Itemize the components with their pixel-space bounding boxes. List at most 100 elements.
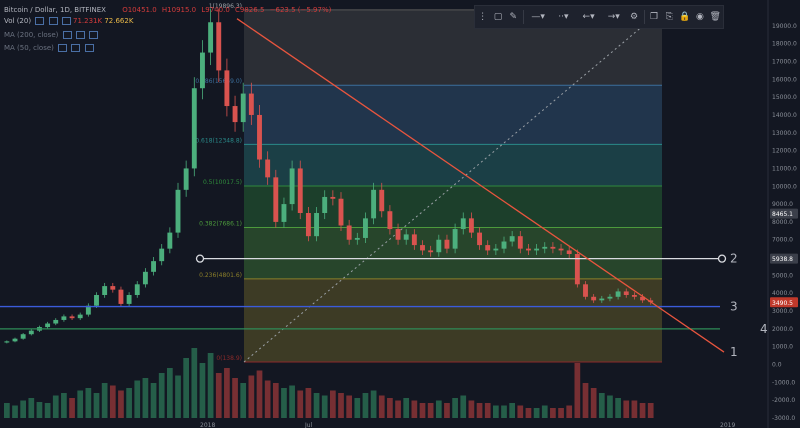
trash-icon[interactable]: 🗑 (709, 12, 721, 22)
volume-bar (484, 403, 491, 418)
candle-body (85, 305, 91, 315)
volume-bar (493, 405, 499, 418)
line-style-icon[interactable]: —▾ (531, 12, 545, 22)
candle-body (45, 323, 51, 328)
settings-icon[interactable] (71, 44, 81, 52)
volume-bar (28, 398, 35, 418)
close-icon[interactable] (84, 44, 94, 52)
settings-icon[interactable] (48, 17, 58, 25)
volume-label[interactable]: Vol (20) (4, 17, 32, 25)
volume-bar (501, 405, 507, 418)
volume-legend: Vol (20) 71.231K 72.662K (4, 17, 133, 25)
candle-body (444, 239, 450, 249)
volume-value-b: 72.662K (104, 17, 134, 25)
y-tick-label: 12000.0 (772, 148, 797, 155)
candle-body (159, 248, 165, 262)
candle-body (281, 204, 287, 222)
ma200-label[interactable]: MA (200, close) (4, 31, 59, 39)
volume-bar (232, 378, 238, 418)
eye-icon[interactable]: ◉ (695, 12, 704, 22)
candle-body (200, 52, 205, 89)
candle-body (534, 248, 540, 251)
volume-bar (12, 405, 18, 418)
candle-body (305, 213, 311, 237)
lock-icon[interactable]: 🔒 (678, 12, 691, 22)
candle-body (623, 291, 629, 295)
close-icon[interactable] (89, 31, 99, 39)
candle-body (566, 250, 572, 254)
candle-body (363, 218, 368, 238)
candle-body (501, 241, 507, 249)
arrow-right-icon[interactable]: →▾ (607, 12, 620, 22)
volume-bar (615, 398, 621, 418)
candle-body (273, 177, 279, 222)
candle-body (257, 114, 262, 160)
layers-icon[interactable]: ❐ (649, 12, 659, 22)
x-tick-label: 2019 (720, 422, 735, 428)
candle-body (574, 254, 580, 285)
volume-bar (36, 402, 43, 418)
candle-body (346, 225, 352, 240)
candle-body (477, 232, 482, 246)
copy-icon[interactable]: ⎘ (665, 12, 673, 22)
volume-bar (354, 398, 361, 418)
candle-body (191, 88, 197, 169)
y-tick-label: -1000.0 (772, 379, 795, 386)
y-tick-label: 19000.0 (772, 23, 797, 30)
candle-body (232, 106, 238, 123)
eye-icon[interactable] (58, 44, 68, 52)
rect-icon[interactable]: ▢ (493, 12, 503, 22)
volume-bar (509, 403, 516, 418)
volume-bar (411, 400, 418, 418)
volume-bar (338, 393, 344, 418)
volume-bar (158, 373, 165, 418)
price-badge-label: 8465.1 (772, 211, 793, 218)
volume-bar (93, 393, 100, 418)
volume-bar (525, 408, 532, 418)
volume-bar (101, 383, 108, 418)
volume-bar (639, 403, 646, 418)
candle-body (183, 168, 189, 190)
candle-body (224, 70, 230, 107)
candle-body (53, 319, 59, 324)
candle-body (77, 314, 83, 319)
eye-icon[interactable] (35, 17, 45, 25)
volume-bar (167, 368, 173, 418)
fib-zone (244, 278, 662, 363)
y-tick-label: 4000.0 (772, 290, 793, 297)
y-tick-label: 8000.0 (772, 219, 793, 226)
ma50-label[interactable]: MA (50, close) (4, 44, 54, 52)
volume-bar (517, 405, 524, 418)
price-badge (770, 208, 798, 219)
eye-icon[interactable] (62, 31, 72, 39)
line-style-2-icon[interactable]: ··▾ (558, 12, 569, 22)
candle-body (599, 298, 605, 301)
volume-bar (403, 398, 410, 418)
pen-icon[interactable]: ✎ (509, 12, 518, 22)
volume-bar (419, 403, 426, 418)
fib-level-label: 0.5(10017.5) (203, 179, 242, 186)
symbol-label[interactable]: Bitcoin / Dollar, 1D, BITFINEX (4, 6, 106, 14)
arrow-left-icon[interactable]: ←▾ (582, 12, 595, 22)
volume-bar (44, 403, 51, 418)
close-icon[interactable] (61, 17, 71, 25)
drag-handle-icon[interactable]: ⋮ (478, 12, 488, 22)
ohlc-legend: Bitcoin / Dollar, 1D, BITFINEX O10451.0 … (4, 6, 334, 14)
candle-body (102, 286, 108, 295)
volume-bar (281, 388, 287, 418)
volume-bar (69, 398, 75, 418)
volume-bar (395, 400, 401, 418)
candle-body (216, 22, 222, 71)
settings-icon[interactable] (75, 31, 85, 39)
candle-body (526, 248, 531, 251)
candle-body (265, 159, 271, 178)
volume-bar (183, 358, 190, 418)
candle-body (485, 245, 491, 251)
trendline-1 (236, 18, 725, 353)
settings-icon[interactable]: ⚙ (629, 12, 639, 22)
volume-bar (541, 405, 548, 418)
candle-body (69, 316, 75, 319)
volume-bar (118, 390, 124, 418)
